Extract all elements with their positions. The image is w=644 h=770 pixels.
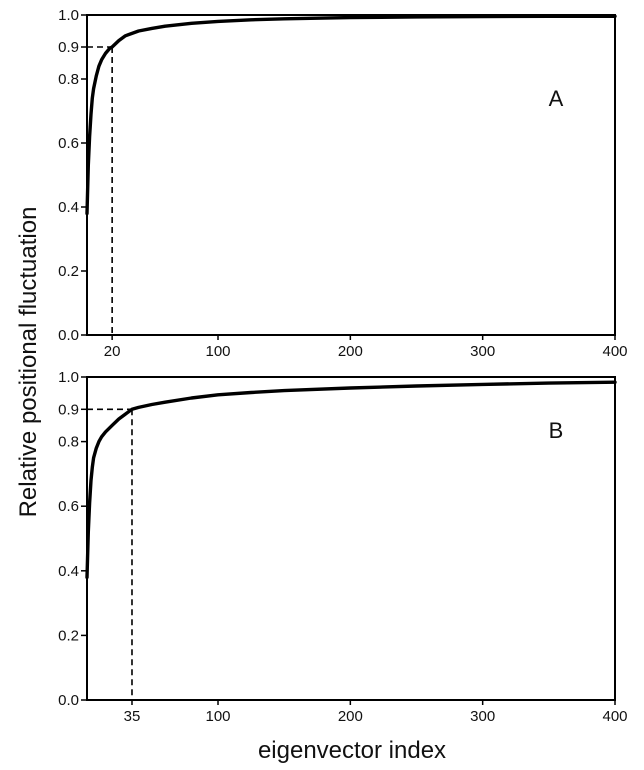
x-tick-label: 300 (470, 343, 495, 360)
x-tick-label: 100 (205, 708, 230, 725)
y-tick-label: 0.6 (58, 498, 79, 515)
x-tick-label: 400 (602, 343, 627, 360)
y-tick-label: 0.4 (58, 199, 79, 216)
panel-a: 0.0 0.2 0.4 0.6 0.8 0.9 1.0 20 100 200 300 400 A (58, 7, 627, 360)
y-tick-label: 1.0 (58, 7, 79, 24)
y-axis-title: Relative positional fluctuation (15, 207, 42, 518)
panel-label: B (549, 418, 564, 443)
x-tick-label: 400 (602, 708, 627, 725)
x-tick-label: 200 (338, 343, 363, 360)
y-tick-label: 0.9 (58, 401, 79, 418)
plot-frame (86, 14, 616, 336)
y-tick-label: 0.2 (58, 627, 79, 644)
x-axis-title: eigenvector index (258, 737, 446, 764)
y-tick-label: 0.6 (58, 135, 79, 152)
panel-b: 0.0 0.2 0.4 0.6 0.8 0.9 1.0 35 100 200 300 400 B (58, 369, 627, 725)
plot-frame (86, 376, 616, 701)
y-tick-label: 0.8 (58, 434, 79, 451)
series-line (85, 14, 617, 216)
y-tick-label: 0.2 (58, 263, 79, 280)
x-tick-label: 200 (338, 708, 363, 725)
panels: 0.00.20.40.60.80.91.020 100 200 300 400A0.00… (58, 7, 627, 725)
panel-label: A (549, 86, 564, 111)
series-line (85, 380, 617, 579)
x-tick-label: 35 (124, 708, 141, 725)
x-tick-label: 300 (470, 708, 495, 725)
y-tick-label: 0.9 (58, 39, 79, 56)
y-tick-label: 0.8 (58, 71, 79, 88)
y-tick-label: 0.0 (58, 327, 79, 344)
y-tick-label: 0.0 (58, 692, 79, 709)
x-tick-label: 20 (104, 343, 121, 360)
y-tick-label: 1.0 (58, 369, 79, 386)
y-tick-label: 0.4 (58, 563, 79, 580)
x-tick-label: 100 (205, 343, 230, 360)
